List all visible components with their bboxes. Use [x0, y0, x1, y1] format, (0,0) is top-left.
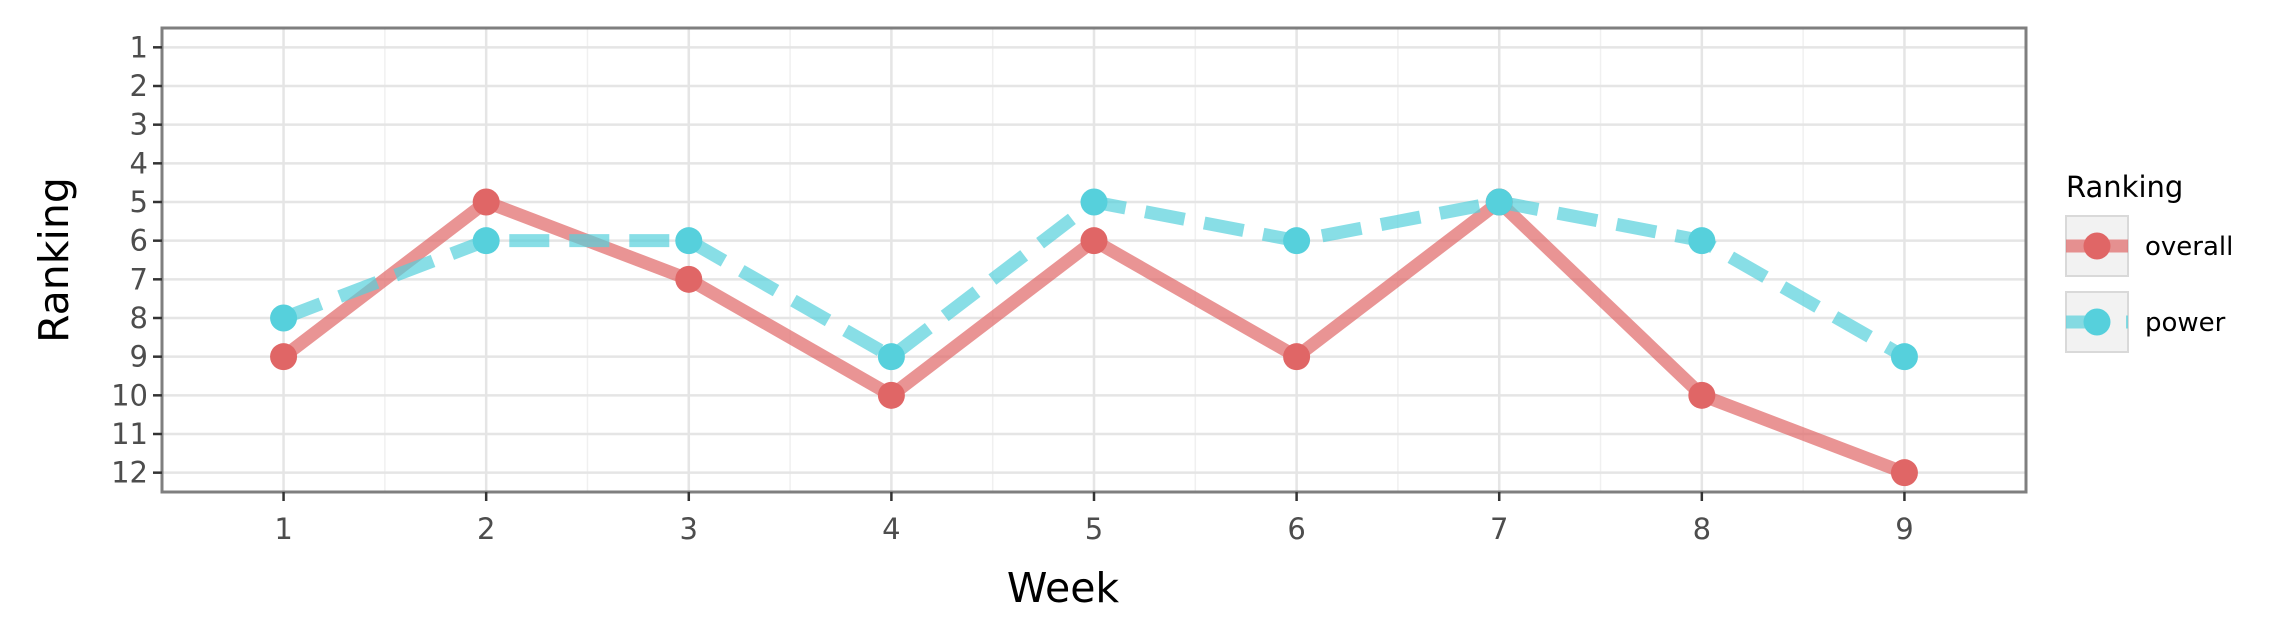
x-tick-label: 3	[680, 512, 698, 546]
minor-grid	[384, 28, 1804, 492]
y-tick-label: 12	[111, 456, 148, 490]
y-tick-label: 11	[111, 417, 148, 451]
x-tick-label: 2	[477, 512, 495, 546]
y-axis-title: Ranking	[30, 177, 78, 343]
data-point-power	[1080, 188, 1108, 216]
y-tick-label: 1	[130, 30, 148, 64]
data-point-power	[1485, 188, 1513, 216]
legend-item-overall: overall	[2065, 215, 2233, 277]
y-tick-label: 4	[130, 146, 148, 180]
x-tick-label: 1	[274, 512, 292, 546]
data-point-power	[270, 304, 298, 332]
x-tick-label: 6	[1287, 512, 1305, 546]
x-tick-labels: 1 2 3 4 5 6 7 8 9	[274, 512, 1913, 546]
data-point-power	[877, 343, 905, 371]
legend-key-marker	[2083, 232, 2111, 260]
y-tick-label: 5	[130, 185, 148, 219]
legend: Ranking overall power	[2065, 170, 2233, 353]
data-point-overall	[1283, 343, 1311, 371]
data-point-overall	[270, 343, 298, 371]
data-point-overall	[1080, 227, 1108, 255]
x-tick-label: 7	[1490, 512, 1508, 546]
x-tick-label: 4	[882, 512, 900, 546]
x-tick-label: 9	[1895, 512, 1913, 546]
data-point-power	[1688, 227, 1716, 255]
axis-ticks	[153, 46, 1906, 501]
data-point-power	[1283, 227, 1311, 255]
data-point-overall	[1890, 459, 1918, 487]
y-tick-label: 2	[130, 69, 148, 103]
y-tick-label: 7	[130, 262, 148, 296]
y-tick-label: 10	[111, 378, 148, 412]
x-axis-title: Week	[1007, 564, 1120, 612]
y-tick-label: 3	[130, 108, 148, 142]
y-tick-label: 8	[130, 301, 148, 335]
data-point-overall	[1688, 381, 1716, 409]
legend-label: power	[2145, 308, 2226, 338]
legend-key-marker	[2083, 308, 2111, 336]
y-tick-label: 9	[130, 340, 148, 374]
data-point-power	[1890, 343, 1918, 371]
y-tick-label: 6	[130, 224, 148, 258]
x-tick-label: 5	[1085, 512, 1103, 546]
legend-item-power: power	[2065, 291, 2226, 353]
legend-items: overall power	[2065, 215, 2233, 353]
x-tick-label: 8	[1693, 512, 1711, 546]
series-points	[270, 188, 1918, 487]
data-point-power	[675, 227, 703, 255]
data-point-power	[472, 227, 500, 255]
data-point-overall	[675, 265, 703, 293]
data-point-overall	[877, 381, 905, 409]
data-point-overall	[472, 188, 500, 216]
legend-label: overall	[2145, 232, 2233, 262]
legend-title: Ranking	[2066, 170, 2183, 204]
